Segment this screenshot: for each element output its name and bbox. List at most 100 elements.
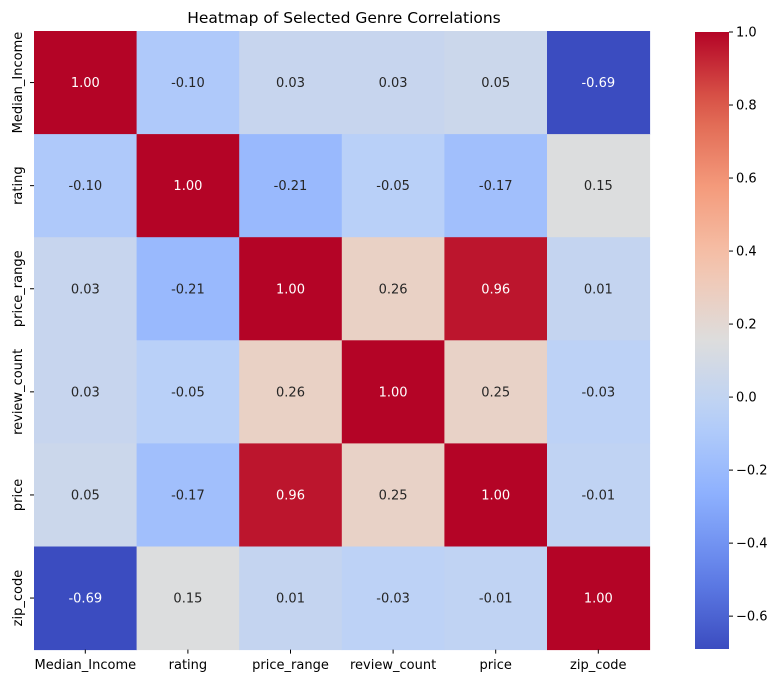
heatmap-cell-price-price-range <box>239 443 343 547</box>
cell-value-label: 0.15 <box>584 179 613 194</box>
cell-value-label: -0.01 <box>479 592 513 607</box>
cell-value-label: -0.03 <box>376 592 410 607</box>
cell-value-label: -0.69 <box>68 592 102 607</box>
heatmap-cell-median-income-median-income <box>34 31 138 135</box>
cell-value-label: -0.10 <box>171 76 205 91</box>
cell-value-label: 0.25 <box>481 385 510 400</box>
heatmap-cell-price-range-price-range <box>239 237 343 341</box>
y-tick-label-zip-code: zip_code <box>11 570 26 627</box>
cell-value-label: -0.21 <box>171 282 205 297</box>
heatmap-cell-rating-median-income <box>34 134 138 238</box>
heatmap-cell-zip-code-rating <box>136 546 240 651</box>
cell-value-label: 0.03 <box>276 76 305 91</box>
cell-value-label: 0.03 <box>379 76 408 91</box>
cell-value-label: 1.00 <box>379 385 408 400</box>
heatmap-cell-zip-code-zip-code <box>547 546 651 651</box>
cell-value-label: 1.00 <box>71 76 100 91</box>
x-tick-label-price-range: price_range <box>252 658 329 673</box>
heatmap-cells: 1.00 -0.10 0.03 0.03 0.05 -0.69 -0.10 1.00 -0.21… <box>34 31 651 651</box>
cell-value-label: 1.00 <box>481 488 510 503</box>
heatmap-cell-rating-rating <box>136 134 240 238</box>
heatmap-cell-price-review-count <box>341 443 445 547</box>
heatmap-cell-rating-price <box>444 134 548 238</box>
colorbar-tick-label: 1.0 <box>736 26 757 41</box>
colorbar-tick-label: −0.6 <box>736 610 768 625</box>
cell-value-label: 1.00 <box>276 282 305 297</box>
cell-value-label: -0.17 <box>171 488 205 503</box>
cell-value-label: 0.03 <box>71 385 100 400</box>
y-tick-label-median-income: Median_Income <box>11 32 26 134</box>
heatmap-cell-price-range-review-count <box>341 237 445 341</box>
heatmap-cell-rating-price-range <box>239 134 343 238</box>
cell-value-label: -0.05 <box>171 385 205 400</box>
cell-value-label: -0.05 <box>376 179 410 194</box>
heatmap-cell-rating-zip-code <box>547 134 651 238</box>
heatmap-cell-median-income-price <box>444 31 548 135</box>
colorbar-tick-label: 0.2 <box>736 318 757 333</box>
heatmap-cell-median-income-price-range <box>239 31 343 135</box>
x-tick-label-zip-code: zip_code <box>570 658 627 673</box>
heatmap-cell-price-rating <box>136 443 240 547</box>
heatmap-cell-price-median-income <box>34 443 138 547</box>
cell-value-label: 1.00 <box>173 179 202 194</box>
colorbar-tick-label: 0.0 <box>736 391 757 406</box>
x-tick-label-median-income: Median_Income <box>34 658 136 673</box>
heatmap-cell-review-count-review-count <box>341 340 445 444</box>
heatmap-cell-rating-review-count <box>341 134 445 238</box>
cell-value-label: 0.05 <box>481 76 510 91</box>
heatmap-cell-median-income-review-count <box>341 31 445 135</box>
colorbar: 1.0 0.8 0.6 0.4 0.2 0.0 −0.2 −0.4 −0.6 <box>695 26 768 649</box>
x-tick-label-review-count: review_count <box>350 658 436 673</box>
heatmap-cell-review-count-price-range <box>239 340 343 444</box>
cell-value-label: -0.03 <box>581 385 615 400</box>
cell-value-label: -0.10 <box>68 179 102 194</box>
heatmap-cell-zip-code-price-range <box>239 546 343 651</box>
x-tick-label-rating: rating <box>169 658 208 673</box>
cell-value-label: 0.26 <box>276 385 305 400</box>
heatmap-cell-zip-code-median-income <box>34 546 138 651</box>
x-axis: Median_Income rating price_range review_cou… <box>34 649 627 673</box>
heatmap-cell-zip-code-review-count <box>341 546 445 651</box>
y-tick-label-review-count: review_count <box>11 349 26 435</box>
y-tick-label-rating: rating <box>11 166 26 205</box>
cell-value-label: 0.26 <box>379 282 408 297</box>
y-tick-label-price-range: price_range <box>11 250 26 327</box>
cell-value-label: -0.21 <box>274 179 308 194</box>
cell-value-label: -0.01 <box>581 488 615 503</box>
heatmap-cell-price-range-price <box>444 237 548 341</box>
y-tick-label-price: price <box>11 479 26 511</box>
x-tick-label-price: price <box>480 658 512 673</box>
colorbar-ticks: 1.0 0.8 0.6 0.4 0.2 0.0 −0.2 −0.4 −0.6 <box>729 26 768 625</box>
cell-value-label: -0.17 <box>479 179 513 194</box>
cell-value-label: 0.01 <box>584 282 613 297</box>
colorbar-tick-label: 0.4 <box>736 245 757 260</box>
cell-value-label: 1.00 <box>584 592 613 607</box>
heatmap-cell-zip-code-price <box>444 546 548 651</box>
heatmap-cell-price-zip-code <box>547 443 651 547</box>
chart-title: Heatmap of Selected Genre Correlations <box>187 9 501 27</box>
heatmap-cell-median-income-zip-code <box>547 31 651 135</box>
heatmap-cell-price-range-rating <box>136 237 240 341</box>
colorbar-tick-label: −0.4 <box>736 537 768 552</box>
cell-value-label: 0.05 <box>71 488 100 503</box>
cell-value-label: 0.03 <box>71 282 100 297</box>
cell-value-label: 0.96 <box>481 282 510 297</box>
cell-value-label: 0.25 <box>379 488 408 503</box>
heatmap-cell-price-range-zip-code <box>547 237 651 341</box>
cell-value-label: -0.69 <box>581 76 615 91</box>
heatmap-cell-review-count-price <box>444 340 548 444</box>
colorbar-gradient <box>695 32 729 649</box>
colorbar-tick-label: −0.2 <box>736 464 768 479</box>
heatmap-cell-price-range-median-income <box>34 237 138 341</box>
heatmap-cell-median-income-rating <box>136 31 240 135</box>
heatmap-cell-price-price <box>444 443 548 547</box>
heatmap-cell-review-count-zip-code <box>547 340 651 444</box>
heatmap-cell-review-count-rating <box>136 340 240 444</box>
cell-value-label: 0.96 <box>276 488 305 503</box>
cell-value-label: 0.15 <box>173 592 202 607</box>
colorbar-tick-label: 0.8 <box>736 99 757 114</box>
heatmap-cell-review-count-median-income <box>34 340 138 444</box>
colorbar-tick-label: 0.6 <box>736 172 757 187</box>
